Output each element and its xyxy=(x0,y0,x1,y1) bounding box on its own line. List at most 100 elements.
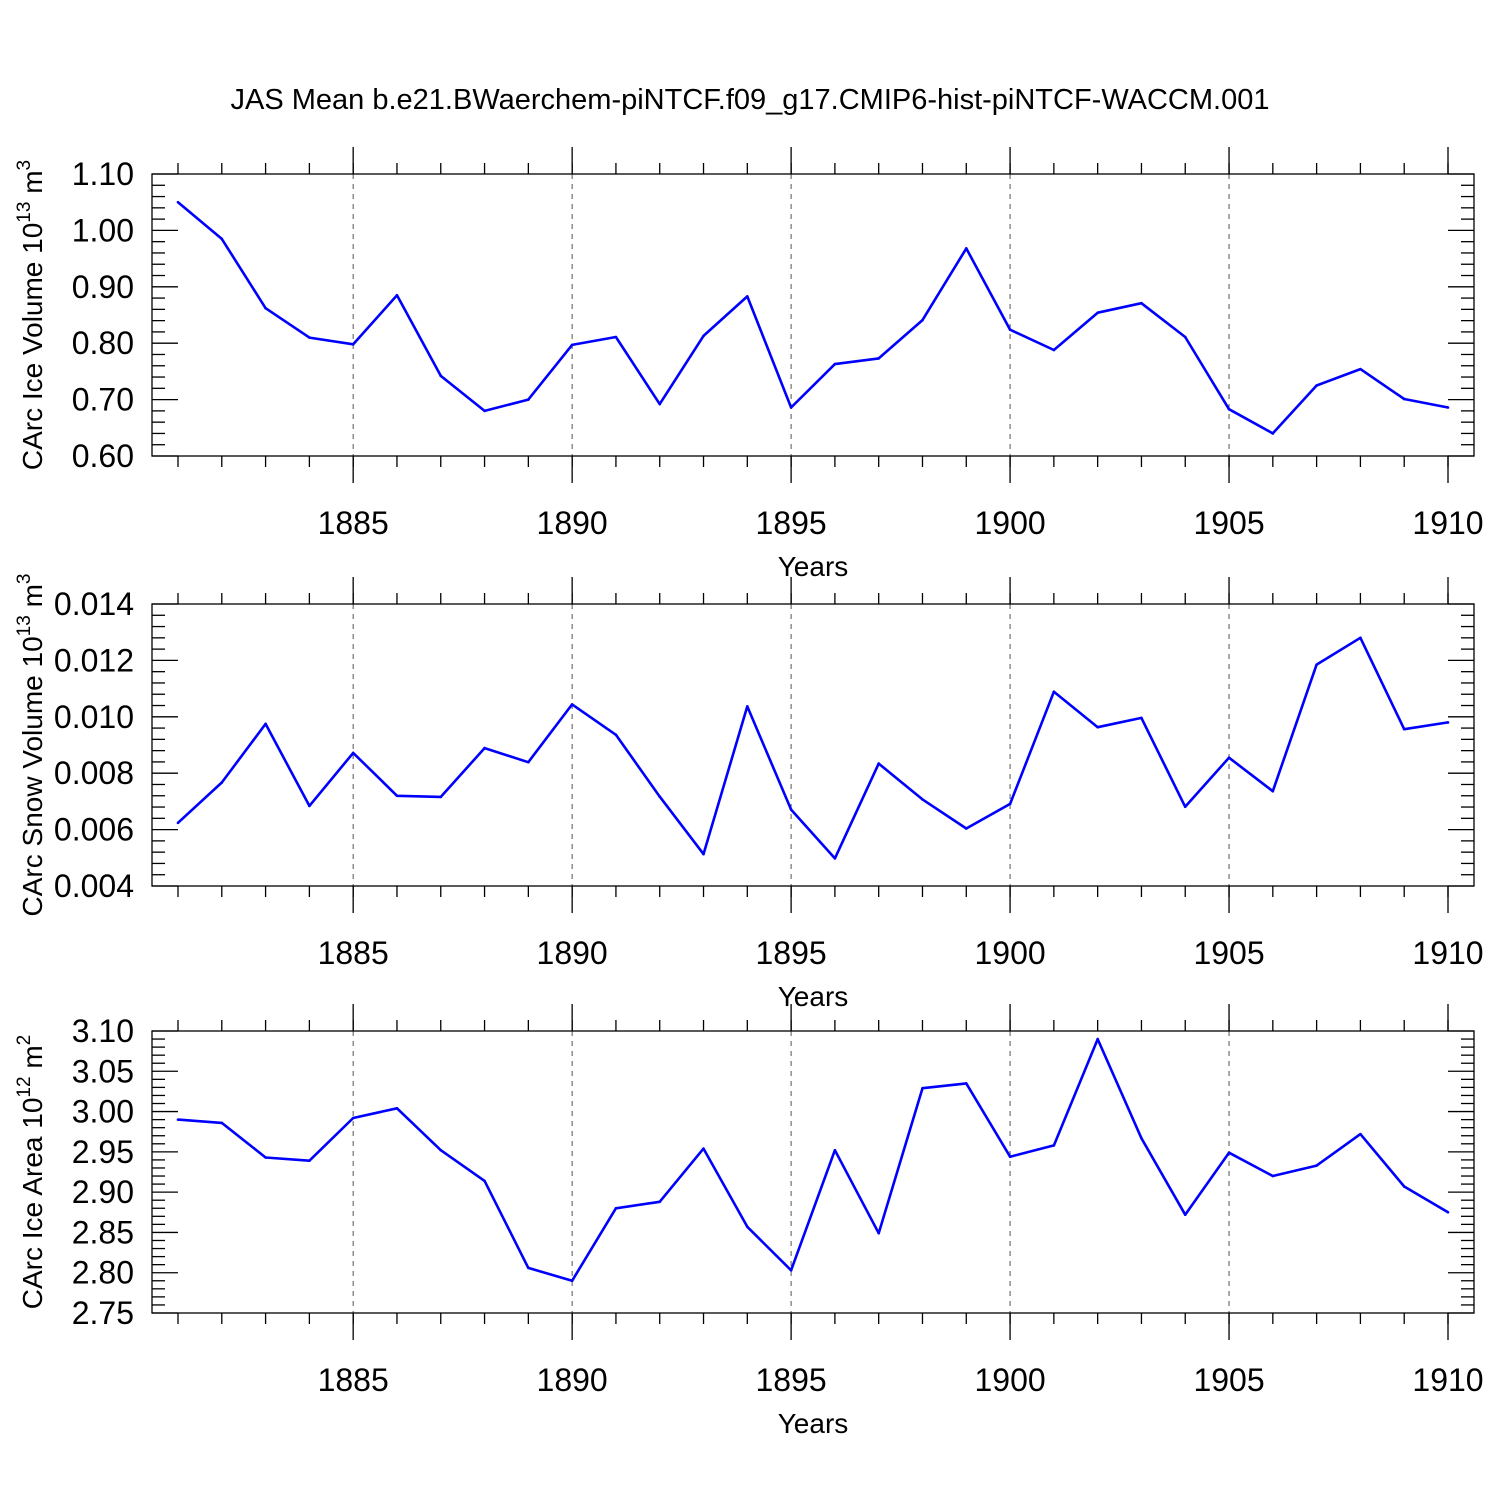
y-tick-label: 2.85 xyxy=(72,1214,134,1250)
data-point xyxy=(1008,802,1012,806)
data-point xyxy=(1183,1213,1187,1217)
data-point xyxy=(833,1148,837,1152)
data-point xyxy=(220,237,224,241)
x-tick-label: 1890 xyxy=(537,505,608,541)
data-point xyxy=(1446,721,1450,724)
data-point xyxy=(1446,406,1450,409)
data-point xyxy=(1446,1210,1450,1214)
data-point xyxy=(746,295,749,298)
data-point xyxy=(570,343,574,347)
data-point xyxy=(395,794,399,798)
data-point xyxy=(877,762,880,765)
data-point xyxy=(1315,384,1318,387)
data-point xyxy=(308,336,311,339)
y-tick-label: 1.00 xyxy=(72,212,134,248)
plot-frame xyxy=(151,603,1475,887)
x-tick-label: 1905 xyxy=(1193,505,1264,541)
chart-panel-2: 0.004 0.006 0.008 0.010 0.012 0.014 1885 1890 18… xyxy=(14,574,1484,1012)
data-point xyxy=(1271,789,1275,793)
x-tick-label: 1905 xyxy=(1193,935,1264,971)
data-point xyxy=(395,293,399,297)
data-point xyxy=(570,1279,574,1283)
series-line xyxy=(177,1037,1449,1283)
x-tick-label: 1895 xyxy=(756,505,827,541)
data-point xyxy=(877,1231,880,1235)
y-tick-label: 1.10 xyxy=(72,156,134,192)
data-point xyxy=(1315,1164,1318,1167)
data-point xyxy=(789,406,793,409)
y-tick-label: 2.75 xyxy=(72,1295,134,1331)
x-tick-label: 1895 xyxy=(756,935,827,971)
data-point xyxy=(1140,1136,1143,1140)
y-tick-label: 2.90 xyxy=(72,1174,134,1210)
data-point xyxy=(1140,716,1143,720)
x-tick-label: 1905 xyxy=(1193,1362,1264,1398)
y-axis-label: CArc Ice Volume 1013 m3 xyxy=(14,160,48,470)
data-point xyxy=(1052,690,1056,694)
data-point xyxy=(483,746,486,750)
data-point xyxy=(527,1266,530,1270)
data-point xyxy=(1359,367,1362,371)
y-axis-label: CArc Snow Volume 1013 m3 xyxy=(14,574,48,917)
x-tick-label: 1885 xyxy=(318,935,389,971)
data-point xyxy=(176,200,180,204)
data-point xyxy=(1096,311,1099,315)
x-tick-label: 1900 xyxy=(974,505,1045,541)
data-point xyxy=(1183,335,1187,339)
x-tick-label: 1885 xyxy=(318,1362,389,1398)
data-point xyxy=(220,781,224,784)
y-tick-label: 0.006 xyxy=(54,812,134,848)
data-point xyxy=(614,733,618,737)
y-tick-label: 0.70 xyxy=(72,382,134,418)
y-tick-label: 0.008 xyxy=(54,755,134,791)
data-point xyxy=(658,795,662,798)
data-point xyxy=(395,1107,399,1110)
data-point xyxy=(351,1116,355,1120)
chart-panel-1: 0.60 0.70 0.80 0.90 1.00 1.10 1885 1890 1895 1900… xyxy=(14,147,1484,582)
data-point xyxy=(1315,663,1318,666)
figure-title: JAS Mean b.e21.BWaerchem-piNTCF.f09_g17.… xyxy=(230,84,1270,116)
data-point xyxy=(527,760,530,764)
data-point xyxy=(439,795,443,799)
data-point xyxy=(308,1159,311,1163)
data-point xyxy=(351,751,355,755)
data-point xyxy=(439,1148,443,1152)
data-point xyxy=(1096,725,1099,729)
data-point xyxy=(1183,805,1187,809)
data-point xyxy=(746,705,749,708)
data-point xyxy=(264,1156,267,1159)
data-point xyxy=(308,804,311,808)
plot-frame xyxy=(151,1030,1475,1314)
series-line xyxy=(177,201,1449,435)
data-point xyxy=(1140,301,1143,305)
data-point xyxy=(1052,1144,1056,1147)
data-point xyxy=(964,1082,968,1085)
x-tick-label: 1900 xyxy=(974,1362,1045,1398)
data-point xyxy=(1359,636,1362,640)
data-point xyxy=(614,1206,618,1210)
x-tick-label: 1890 xyxy=(537,1362,608,1398)
data-point xyxy=(921,798,924,801)
data-point xyxy=(1402,1185,1406,1188)
data-point xyxy=(702,1147,705,1150)
data-point xyxy=(1271,1174,1275,1178)
data-point xyxy=(614,335,618,339)
data-point xyxy=(964,827,968,830)
data-point xyxy=(351,343,355,346)
data-point xyxy=(264,722,267,726)
x-axis-label: Years xyxy=(778,1408,849,1439)
data-point xyxy=(176,1118,180,1121)
data-point xyxy=(1359,1132,1362,1136)
y-axis-label: CArc Ice Area 1012 m2 xyxy=(14,1035,48,1309)
x-tick-label: 1910 xyxy=(1412,935,1483,971)
x-axis-label: Years xyxy=(778,981,849,1012)
data-point xyxy=(483,409,486,413)
data-point xyxy=(439,374,443,378)
y-tick-label: 0.80 xyxy=(72,325,134,361)
data-point xyxy=(527,398,530,401)
x-tick-label: 1895 xyxy=(756,1362,827,1398)
plot-frame xyxy=(151,173,1475,457)
data-point xyxy=(1271,432,1275,435)
data-point xyxy=(264,306,267,310)
